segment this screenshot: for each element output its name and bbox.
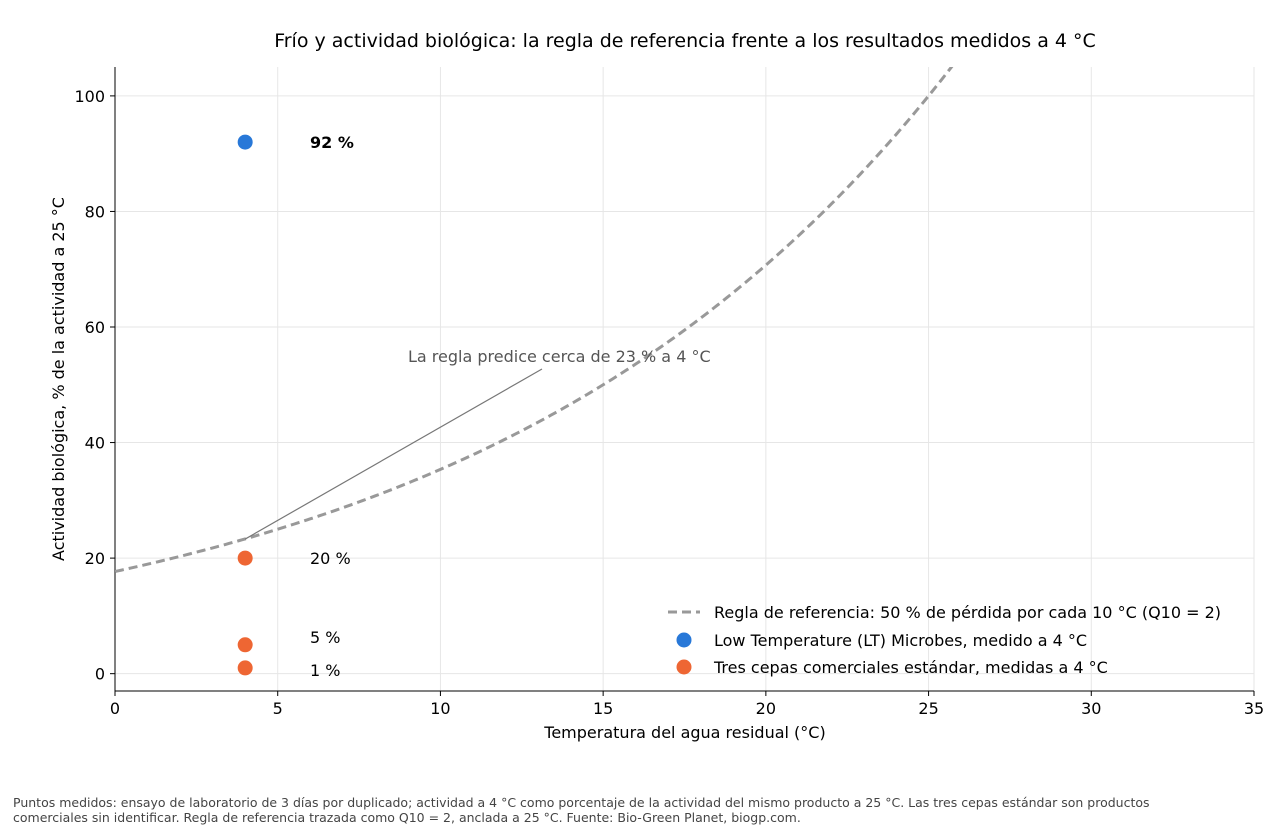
footnote: Puntos medidos: ensayo de laboratorio de… (13, 795, 1150, 825)
legend: Regla de referencia: 50 % de pérdida por… (668, 603, 1221, 677)
grid (114, 67, 1255, 691)
y-tick-label: 0 (95, 665, 105, 684)
plot-area: La regla predice cerca de 23 % a 4 °C 92 … (115, 67, 954, 680)
x-tick-label: 35 (1244, 699, 1264, 718)
y-tick-label: 60 (85, 318, 105, 337)
annotation-arrow (244, 368, 543, 540)
data-label: 92 % (310, 133, 354, 152)
data-point (237, 637, 253, 653)
data-label: 1 % (310, 661, 340, 680)
chart: Frío y actividad biológica: la regla de … (49, 30, 1264, 742)
annotation-text: La regla predice cerca de 23 % a 4 °C (408, 347, 711, 366)
x-axis-title: Temperatura del agua residual (°C) (543, 723, 825, 742)
y-axis-title: Actividad biológica, % de la actividad a… (49, 197, 68, 561)
y-tick-label: 100 (74, 87, 105, 106)
x-tick-label: 10 (430, 699, 450, 718)
x-tick-label: 15 (593, 699, 613, 718)
legend-swatch-marker (676, 632, 692, 648)
data-point (237, 134, 253, 150)
data-point (237, 660, 253, 676)
data-label: 5 % (310, 628, 340, 647)
data-label: 20 % (310, 549, 351, 568)
legend-label: Regla de referencia: 50 % de pérdida por… (714, 603, 1221, 622)
y-tick-label: 80 (85, 202, 105, 221)
axes: 0 5 10 15 20 25 30 35 0 20 40 60 80 100 (74, 67, 1264, 718)
x-tick-label: 30 (1081, 699, 1101, 718)
x-tick-label: 25 (918, 699, 938, 718)
chart-title: Frío y actividad biológica: la regla de … (274, 30, 1096, 52)
legend-swatch-marker (676, 659, 692, 675)
x-tick-label: 20 (756, 699, 776, 718)
legend-label: Low Temperature (LT) Microbes, medido a … (714, 631, 1087, 650)
legend-label: Tres cepas comerciales estándar, medidas… (713, 658, 1108, 677)
x-tick-label: 5 (273, 699, 283, 718)
y-tick-label: 40 (85, 434, 105, 453)
data-point (237, 550, 253, 566)
reference-curve (115, 67, 954, 573)
x-tick-label: 0 (110, 699, 120, 718)
y-tick-label: 20 (85, 549, 105, 568)
